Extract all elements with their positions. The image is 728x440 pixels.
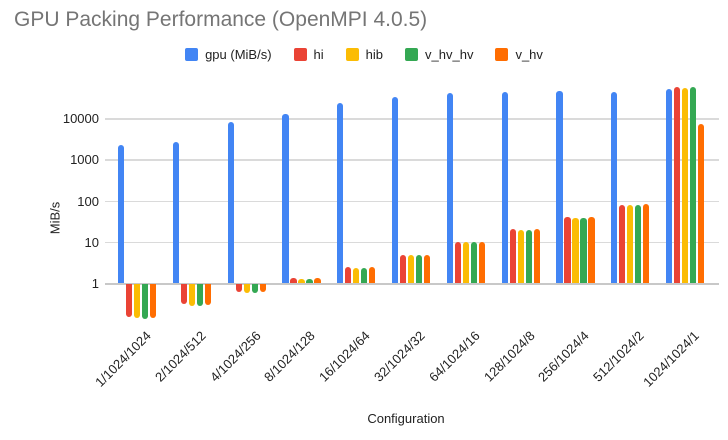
bar[interactable]: [446, 92, 453, 283]
legend-item: hib: [345, 47, 384, 62]
bar[interactable]: [424, 254, 431, 283]
bar[interactable]: [369, 267, 376, 283]
gridline: [105, 241, 719, 244]
bar[interactable]: [392, 96, 399, 283]
bar[interactable]: [454, 242, 461, 283]
gridline: [105, 159, 719, 161]
x-tick-label: 256/1024/4: [535, 328, 593, 385]
x-tick-label: 8/1024/128: [261, 328, 319, 385]
bar[interactable]: [564, 217, 571, 283]
legend-item: v_hv: [495, 47, 543, 62]
bar[interactable]: [533, 229, 540, 283]
x-tick-label: 512/1024/2: [590, 328, 647, 385]
bar[interactable]: [408, 255, 415, 283]
bar[interactable]: [361, 268, 368, 283]
x-tick-label: 1/1024/1024: [91, 328, 154, 390]
legend-label: v_hv: [515, 47, 543, 62]
bar[interactable]: [517, 229, 524, 283]
bar[interactable]: [588, 217, 595, 283]
bar[interactable]: [611, 91, 618, 283]
x-tick-label: 16/1024/64: [316, 328, 373, 385]
bar[interactable]: [172, 142, 179, 283]
bar[interactable]: [314, 278, 321, 283]
legend-item: v_hv_hv: [405, 47, 473, 62]
bar[interactable]: [259, 284, 266, 293]
bar[interactable]: [345, 267, 352, 283]
legend-swatch: [495, 48, 509, 61]
bar[interactable]: [478, 242, 485, 283]
bar[interactable]: [243, 284, 250, 293]
bar[interactable]: [580, 217, 587, 283]
bar[interactable]: [118, 145, 125, 283]
bar[interactable]: [525, 229, 532, 283]
bar[interactable]: [126, 284, 133, 317]
bar[interactable]: [235, 284, 242, 292]
x-axis-title: Configuration: [367, 411, 445, 426]
gridline: [105, 200, 719, 202]
bar[interactable]: [470, 242, 477, 283]
gridline: [105, 118, 719, 120]
legend-swatch: [185, 48, 199, 61]
x-tick-label: 1024/1024/1: [639, 328, 702, 390]
legend-label: gpu (MiB/s): [205, 47, 272, 62]
x-tick-label: 32/1024/32: [371, 328, 428, 385]
bar[interactable]: [251, 284, 258, 293]
bar[interactable]: [337, 102, 344, 283]
bar[interactable]: [306, 279, 313, 283]
x-tick-label: 128/1024/8: [480, 328, 538, 385]
bar[interactable]: [690, 86, 697, 283]
y-tick-label: 100: [77, 193, 99, 209]
x-tick-label: 2/1024/512: [151, 328, 209, 385]
legend-swatch: [293, 48, 307, 61]
chart-title: GPU Packing Performance (OpenMPI 4.0.5): [14, 8, 428, 31]
bar[interactable]: [204, 284, 211, 305]
bar[interactable]: [635, 205, 642, 283]
bar[interactable]: [134, 284, 141, 318]
bar[interactable]: [353, 268, 360, 283]
bar[interactable]: [556, 91, 563, 283]
legend-label: hib: [365, 47, 384, 62]
legend-label: v_hv_hv: [425, 47, 474, 62]
x-tick-label: 4/1024/256: [206, 328, 264, 385]
legend: gpu (MiB/s) hi hib v_hv_hv v_hv: [0, 47, 728, 62]
y-tick-label: 1000: [70, 152, 99, 168]
bar[interactable]: [619, 204, 626, 283]
bar[interactable]: [698, 124, 705, 283]
legend-label: hi: [313, 47, 324, 62]
legend-item: hi: [293, 47, 324, 62]
bar[interactable]: [227, 121, 234, 283]
bar[interactable]: [400, 254, 407, 283]
bar[interactable]: [416, 255, 423, 283]
bar[interactable]: [188, 284, 195, 306]
bar[interactable]: [150, 284, 157, 318]
y-tick-label: 10000: [62, 111, 99, 126]
bar[interactable]: [674, 87, 681, 283]
bar[interactable]: [572, 217, 579, 283]
bar[interactable]: [180, 284, 187, 304]
legend-swatch: [405, 48, 419, 61]
bar[interactable]: [501, 91, 508, 283]
legend-swatch: [345, 48, 359, 61]
x-tick-label: 64/1024/16: [425, 328, 483, 385]
bar[interactable]: [627, 205, 634, 283]
bar[interactable]: [509, 229, 516, 283]
bar[interactable]: [196, 284, 203, 306]
bar[interactable]: [298, 279, 305, 283]
y-tick-label: 1: [91, 276, 99, 291]
bar[interactable]: [282, 114, 289, 283]
bar[interactable]: [462, 242, 469, 283]
y-tick-label: 10: [84, 234, 99, 250]
legend-item: gpu (MiB/s): [185, 47, 272, 62]
bar[interactable]: [643, 204, 650, 283]
bar[interactable]: [666, 89, 673, 283]
gridline: [105, 283, 719, 285]
bar[interactable]: [142, 284, 149, 320]
bar[interactable]: [682, 88, 689, 283]
bar[interactable]: [290, 278, 297, 283]
